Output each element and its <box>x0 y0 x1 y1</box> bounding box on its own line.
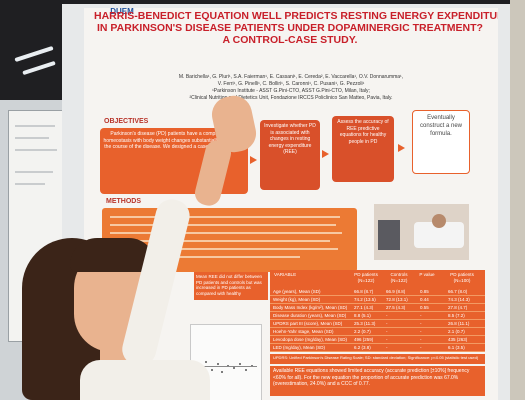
data-table: Age (years), Mean (SD) 66.8 (8.7) 66.9 (8.… <box>270 288 485 352</box>
table-row: Disease duration (years), Mean (SD) 8.8 (… <box>270 312 485 320</box>
table-header-cell: Controls (N=122) <box>390 272 408 283</box>
table-header-cell: P value <box>419 272 435 277</box>
title-line: IN PARKINSON'S DISEASE PATIENTS UNDER DO… <box>97 22 483 34</box>
blouse <box>80 360 210 400</box>
table-row: Hoehn-Yahr stage, Mean (SD) 2.2 (0.7) - -2.… <box>270 328 485 336</box>
methods-heading: METHODS <box>106 198 141 205</box>
authors-line: V. Ferri¹, G. Pinelli¹, C. Bolliri¹, S. … <box>217 81 365 87</box>
authors-block: M. Barichella¹, G. Pluri¹, S.A. Faierman… <box>96 74 486 102</box>
objective-box-accuracy: Assess the accuracy of REE predictive eq… <box>332 116 394 182</box>
arrow-icon <box>250 156 257 164</box>
authors-line: M. Barichella¹, G. Pluri¹, S.A. Faierman… <box>178 74 404 80</box>
objectives-heading: OBJECTIVES <box>104 118 149 125</box>
scientific-poster: DUEM HARRIS-BENEDICT EQUATION WELL PREDI… <box>84 8 498 400</box>
table-row: Age (years), Mean (SD) 66.8 (8.7) 66.9 (8.… <box>270 288 485 296</box>
table-row: Weight (kg), Mean (SD) 74.2 (13.5) 72.8 (1… <box>270 296 485 304</box>
table-header-cell: VARIABLE <box>274 272 297 277</box>
conclusion-box: Available REE equations showed limited a… <box>270 366 485 396</box>
logo: DUEM <box>102 8 142 18</box>
table-row: UPDRS part III (score), Mean (SD) 25.3 (1… <box>270 320 485 328</box>
table-footnote: UPDRS: Unified Parkinson's Disease Ratin… <box>270 354 485 364</box>
affiliation-line: ¹Parkinson Institute - ASST G.Pini-CTO, … <box>212 88 370 94</box>
objective-box-formula: Eventually construct a new formula. <box>412 110 470 174</box>
table-header-cell: PD patients (N=122) <box>354 272 378 283</box>
table-row: Levodopa dose (mg/day), Mean (SD) 496 (25… <box>270 336 485 344</box>
table-row: Body Mass Index (kg/m²), Mean (SD) 27.1 (… <box>270 304 485 312</box>
table-row: LED (mg/day), Mean (SD) 6.2 (3.8) - -6.1 (3… <box>270 344 485 352</box>
objective-box-ree: Investigate whether PD is associated wit… <box>260 120 320 190</box>
poster-title: HARRIS-BENEDICT EQUATION WELL PREDICTS R… <box>94 10 498 46</box>
right-panel <box>510 0 525 400</box>
table-header: VARIABLE PD patients (N=122) Controls (N… <box>270 270 485 288</box>
patient-photo <box>374 204 469 260</box>
affiliation-line: ²Clinical Nutrition and Dietetics Unit, … <box>189 95 393 101</box>
results-note: Mean REE did not differ between PD patie… <box>194 272 268 300</box>
arrow-icon <box>322 150 329 158</box>
title-line: A CONTROL-CASE STUDY. <box>222 34 358 46</box>
arrow-icon <box>398 144 405 152</box>
table-header-cell: PD patients (N=100) <box>450 272 474 283</box>
title-line: HARRIS-BENEDICT EQUATION WELL PREDICTS R… <box>94 10 498 22</box>
